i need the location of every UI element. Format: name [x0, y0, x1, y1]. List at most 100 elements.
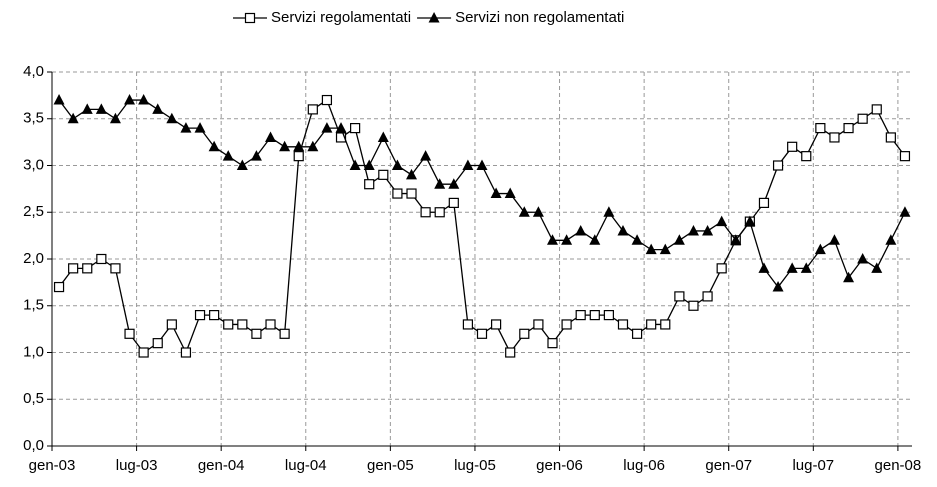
data-point	[688, 300, 699, 311]
x-tick-label: lug-05	[454, 457, 496, 474]
data-point	[68, 263, 79, 274]
data-point	[476, 328, 488, 339]
data-point	[406, 168, 418, 180]
data-point	[561, 319, 572, 330]
data-point	[279, 140, 291, 152]
legend-marker	[428, 12, 440, 23]
data-point	[251, 328, 262, 339]
data-point	[166, 112, 178, 124]
y-tick-label: 2,5	[23, 203, 44, 220]
data-point	[95, 103, 107, 114]
data-point	[321, 94, 333, 106]
data-point	[335, 122, 347, 133]
data-point	[546, 234, 558, 245]
data-point	[490, 319, 502, 330]
data-point	[814, 243, 826, 255]
data-point	[899, 206, 911, 217]
data-point	[434, 178, 446, 189]
data-point	[307, 104, 318, 115]
data-point	[363, 159, 375, 170]
x-tick-label: gen-06	[536, 457, 583, 474]
data-point	[659, 243, 671, 255]
data-point	[645, 243, 657, 255]
data-point	[180, 347, 192, 358]
data-point	[800, 262, 812, 273]
data-point	[772, 281, 784, 292]
data-point	[631, 234, 643, 245]
data-point	[504, 187, 516, 199]
y-tick-label: 0,5	[23, 390, 44, 407]
data-point	[209, 310, 220, 321]
data-point	[673, 234, 685, 245]
data-point	[758, 262, 770, 273]
data-point	[660, 319, 671, 330]
data-point	[448, 197, 459, 208]
y-tick-label: 0,0	[23, 437, 44, 454]
data-point	[434, 207, 445, 218]
legend-label: Servizi non regolamentati	[455, 9, 624, 26]
y-tick-label: 4,0	[23, 63, 44, 80]
data-point	[180, 122, 192, 133]
data-point	[476, 159, 488, 170]
data-point	[265, 131, 277, 142]
data-point	[250, 150, 262, 161]
x-tick-label: lug-03	[116, 457, 158, 474]
data-point	[321, 122, 333, 133]
data-point	[293, 151, 304, 162]
y-tick-label: 1,5	[23, 297, 44, 314]
data-point	[82, 263, 93, 274]
data-point	[110, 263, 121, 274]
data-point	[391, 159, 403, 170]
data-point	[265, 319, 276, 330]
data-point	[631, 328, 643, 339]
x-tick-label: lug-06	[623, 457, 665, 474]
data-point	[885, 132, 896, 143]
data-point	[462, 319, 474, 330]
data-point	[857, 253, 869, 264]
data-point	[589, 310, 600, 321]
data-point	[350, 122, 361, 134]
data-point	[208, 140, 220, 152]
data-point	[222, 150, 234, 161]
data-point	[589, 234, 601, 245]
data-point	[899, 151, 911, 162]
data-point	[716, 263, 727, 274]
y-tick-label: 3,5	[23, 110, 44, 127]
data-point	[96, 253, 107, 265]
data-point	[392, 188, 403, 199]
data-point	[828, 234, 840, 245]
data-point	[505, 347, 516, 358]
data-point	[194, 122, 206, 133]
data-point	[152, 103, 164, 114]
data-point	[857, 113, 868, 124]
legend-label: Servizi regolamentati	[271, 9, 411, 26]
x-tick-label: gen-05	[367, 457, 414, 474]
data-point	[829, 132, 840, 143]
legend-marker	[244, 12, 256, 24]
data-point	[194, 310, 206, 321]
data-point	[124, 94, 136, 105]
data-point	[532, 206, 544, 217]
data-point	[533, 319, 544, 330]
data-point	[786, 262, 798, 273]
data-point	[378, 169, 389, 180]
data-point	[758, 197, 770, 208]
data-point	[801, 151, 812, 162]
data-point	[406, 188, 417, 199]
data-point	[53, 281, 65, 293]
data-point	[843, 122, 854, 134]
data-point	[462, 159, 474, 170]
data-point	[109, 112, 121, 124]
x-tick-label: gen-07	[705, 457, 752, 474]
data-point	[646, 319, 657, 330]
data-point	[575, 310, 586, 321]
data-point	[744, 215, 756, 227]
data-point	[420, 207, 431, 218]
x-tick-label: gen-08	[875, 457, 922, 474]
data-point	[364, 179, 375, 190]
data-point	[547, 338, 558, 349]
data-point	[307, 140, 319, 152]
data-point	[772, 160, 784, 171]
data-point	[730, 234, 742, 245]
